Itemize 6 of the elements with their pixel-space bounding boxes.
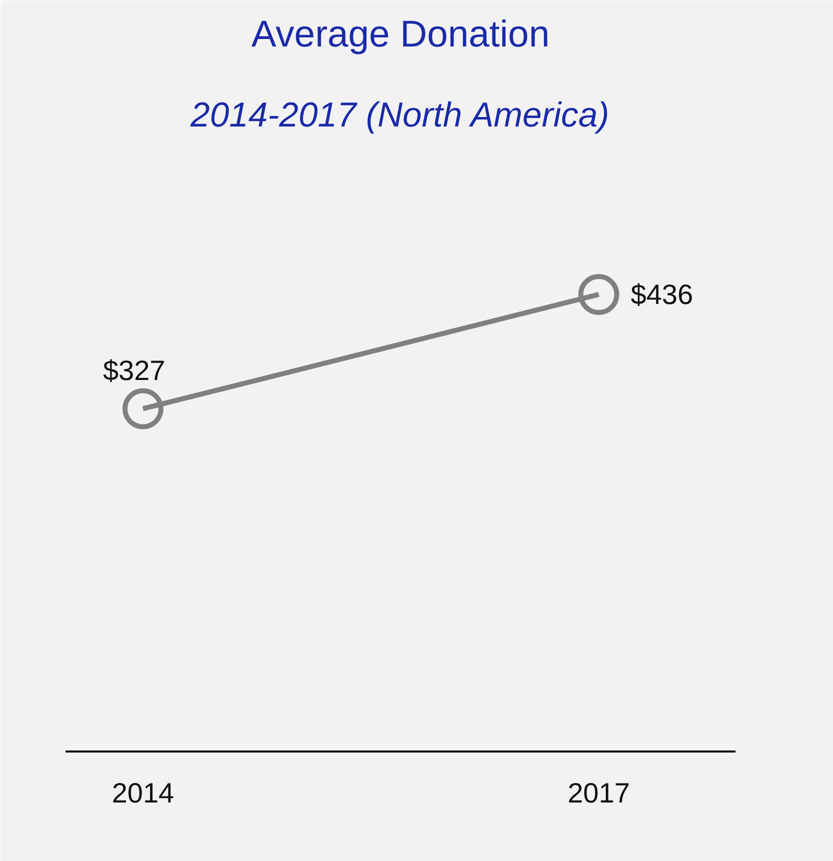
x-tick-label: 2017 — [568, 778, 630, 808]
chart-title: Average Donation — [251, 12, 550, 54]
data-label: $327 — [102, 355, 166, 386]
chart-subtitle: 2014-2017 (North America) — [190, 96, 610, 134]
x-tick-label: 2014 — [112, 778, 174, 808]
data-label: $436 — [630, 278, 694, 310]
